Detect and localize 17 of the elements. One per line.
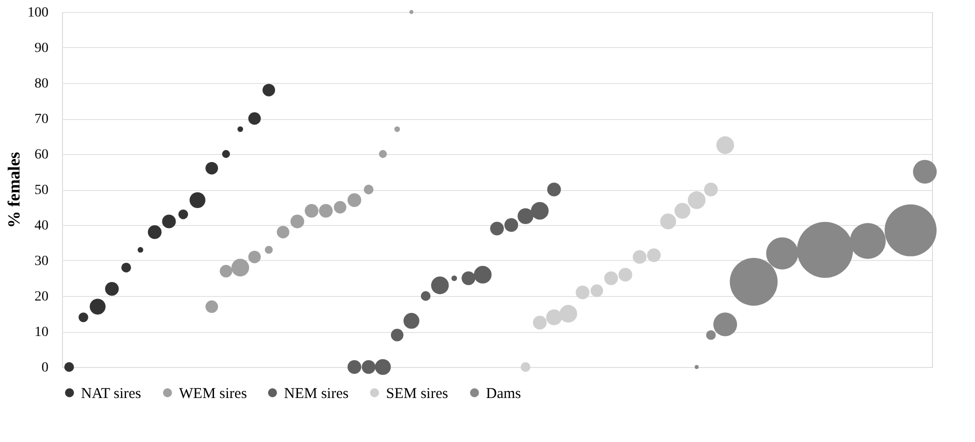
y-tick-label: 10: [34, 325, 48, 340]
legend-label: NEM sires: [284, 386, 349, 402]
y-tick-label: 20: [34, 290, 48, 304]
y-tick-label: 30: [34, 254, 48, 269]
legend-label: NAT sires: [81, 386, 142, 402]
y-tick-label: 90: [34, 41, 48, 56]
y-tick-label: 80: [34, 76, 48, 92]
legend-label: Dams: [486, 386, 522, 402]
legend-label: WEM sires: [179, 386, 248, 402]
y-tick-label: 60: [34, 148, 48, 162]
y-tick-label: 100: [28, 6, 48, 20]
y-tick-label: 50: [34, 183, 48, 198]
legend-label: SEM sires: [386, 386, 448, 402]
y-tick-label: 0: [42, 360, 48, 376]
y-tick-label: 40: [34, 218, 48, 234]
y-axis-title: % females: [4, 152, 24, 228]
y-tick-label: 70: [34, 112, 48, 127]
